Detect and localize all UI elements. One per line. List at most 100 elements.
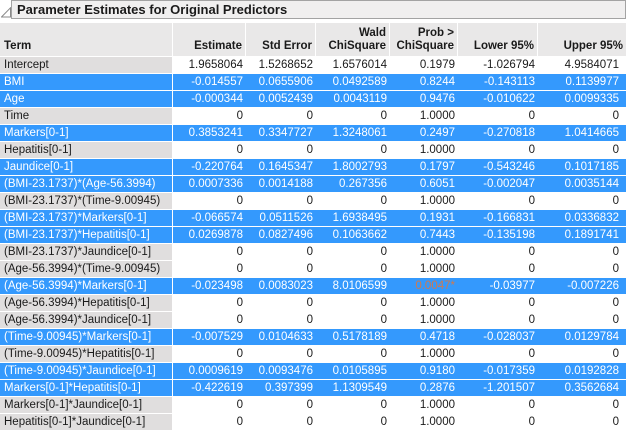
term-cell: (BMI-23.1737)*Jaundice[0-1] <box>0 244 173 261</box>
lower-95-cell: -0.002047 <box>458 176 538 193</box>
table-row[interactable]: (Time-9.00945)*Markers[0-1] -0.007529 0.01… <box>0 329 626 346</box>
table-row[interactable]: (BMI-23.1737)*(Age-56.3994) 0.0007336 0.00… <box>0 176 626 193</box>
table-row[interactable]: BMI -0.014557 0.0655906 0.0492589 0.8244 -0.1… <box>0 74 626 91</box>
prob-chisquare-cell: 1.0000 <box>390 414 458 431</box>
lower-95-cell: -0.017359 <box>458 363 538 380</box>
term-cell: (Age-56.3994)*Markers[0-1] <box>0 278 173 295</box>
term-cell: Jaundice[0-1] <box>0 159 173 176</box>
upper-95-cell: 0.0192828 <box>538 363 626 380</box>
lower-95-cell: 0 <box>458 193 538 210</box>
col-header-estimate[interactable]: Estimate <box>173 23 246 57</box>
wald-chisquare-cell: 1.6938495 <box>316 210 390 227</box>
estimate-cell: -0.000344 <box>173 91 246 108</box>
col-header-prob-chisquare[interactable]: Prob > ChiSquare <box>390 23 458 57</box>
prob-chisquare-cell: 0.1979 <box>390 57 458 74</box>
std-error-cell: 0.0052439 <box>246 91 316 108</box>
term-cell: Intercept <box>0 57 173 74</box>
wald-chisquare-cell: 0 <box>316 193 390 210</box>
table-row[interactable]: Intercept 1.9658064 1.5268652 1.6576014 0.19… <box>0 57 626 74</box>
lower-95-cell: -0.270818 <box>458 125 538 142</box>
upper-95-cell: 0 <box>538 244 626 261</box>
table-row[interactable]: Markers[0-1]*Hepatitis[0-1] -0.422619 0.39… <box>0 380 626 397</box>
col-header-std-error[interactable]: Std Error <box>246 23 316 57</box>
table-row[interactable]: (BMI-23.1737)*Hepatitis[0-1] 0.0269878 0.0… <box>0 227 626 244</box>
table-row[interactable]: (BMI-23.1737)*(Time-9.00945) 0 0 0 1.0000 0 0 <box>0 193 626 210</box>
disclosure-triangle-icon[interactable] <box>0 5 11 18</box>
estimate-cell: 0 <box>173 193 246 210</box>
lower-95-cell: -1.201507 <box>458 380 538 397</box>
lower-95-cell: 0 <box>458 142 538 159</box>
table-row[interactable]: Age -0.000344 0.0052439 0.0043119 0.9476 -0.0… <box>0 91 626 108</box>
term-cell: (Time-9.00945)*Markers[0-1] <box>0 329 173 346</box>
wald-chisquare-cell: 0.0105895 <box>316 363 390 380</box>
estimate-cell: -0.422619 <box>173 380 246 397</box>
std-error-cell: 0.0655906 <box>246 74 316 91</box>
table-row[interactable]: (Age-56.3994)*Jaundice[0-1] 0 0 0 1.0000 0 0 <box>0 312 626 329</box>
upper-95-cell: 0.0336832 <box>538 210 626 227</box>
lower-95-cell: 0 <box>458 346 538 363</box>
lower-95-cell: -0.028037 <box>458 329 538 346</box>
lower-95-cell: 0 <box>458 312 538 329</box>
wald-chisquare-cell: 0 <box>316 312 390 329</box>
estimate-cell: 0.0269878 <box>173 227 246 244</box>
table-row[interactable]: Time 0 0 0 1.0000 0 0 <box>0 108 626 125</box>
wald-chisquare-cell: 0 <box>316 142 390 159</box>
col-header-upper-95[interactable]: Upper 95% <box>538 23 626 57</box>
wald-chisquare-cell: 0 <box>316 397 390 414</box>
std-error-cell: 0 <box>246 295 316 312</box>
lower-95-cell: -0.010622 <box>458 91 538 108</box>
prob-chisquare-cell: 1.0000 <box>390 108 458 125</box>
std-error-cell: 0.0093476 <box>246 363 316 380</box>
wald-chisquare-cell: 0.267356 <box>316 176 390 193</box>
term-cell: BMI <box>0 74 173 91</box>
table-row[interactable]: Jaundice[0-1] -0.220764 0.1645347 1.8002793… <box>0 159 626 176</box>
term-cell: (BMI-23.1737)*(Time-9.00945) <box>0 193 173 210</box>
term-cell: Markers[0-1]*Hepatitis[0-1] <box>0 380 173 397</box>
prob-chisquare-cell: 1.0000 <box>390 244 458 261</box>
wald-chisquare-cell: 0 <box>316 295 390 312</box>
wald-chisquare-cell: 0 <box>316 261 390 278</box>
table-row[interactable]: (Age-56.3994)*Hepatitis[0-1] 0 0 0 1.0000 0 0 <box>0 295 626 312</box>
upper-95-cell: 0.1139977 <box>538 74 626 91</box>
wald-chisquare-cell: 0.0492589 <box>316 74 390 91</box>
upper-95-cell: 0 <box>538 261 626 278</box>
upper-95-cell: 0.1891741 <box>538 227 626 244</box>
term-cell: Markers[0-1] <box>0 125 173 142</box>
lower-95-cell: 0 <box>458 397 538 414</box>
upper-95-cell: 0 <box>538 397 626 414</box>
wald-chisquare-cell: 1.6576014 <box>316 57 390 74</box>
upper-95-cell: 0.0129784 <box>538 329 626 346</box>
lower-95-cell: -0.135198 <box>458 227 538 244</box>
col-header-wald-chisquare[interactable]: Wald ChiSquare <box>316 23 390 57</box>
term-cell: Time <box>0 108 173 125</box>
col-header-term[interactable]: Term <box>0 23 173 57</box>
table-row[interactable]: (Time-9.00945)*Jaundice[0-1] 0.0009619 0.0… <box>0 363 626 380</box>
table-row[interactable]: (Time-9.00945)*Hepatitis[0-1] 0 0 0 1.0000 0 0 <box>0 346 626 363</box>
prob-chisquare-cell: 0.9476 <box>390 91 458 108</box>
upper-95-cell: 1.0414665 <box>538 125 626 142</box>
report-title-box[interactable]: Parameter Estimates for Original Predict… <box>11 0 626 19</box>
table-row[interactable]: (Age-56.3994)*Markers[0-1] -0.023498 0.008… <box>0 278 626 295</box>
table-row[interactable]: (BMI-23.1737)*Jaundice[0-1] 0 0 0 1.0000 0 0 <box>0 244 626 261</box>
wald-chisquare-cell: 0.1063662 <box>316 227 390 244</box>
table-row[interactable]: Hepatitis[0-1] 0 0 0 1.0000 0 0 <box>0 142 626 159</box>
estimate-cell: 0 <box>173 261 246 278</box>
wald-chisquare-cell: 1.1309549 <box>316 380 390 397</box>
std-error-cell: 0 <box>246 108 316 125</box>
table-row[interactable]: Hepatitis[0-1]*Jaundice[0-1] 0 0 0 1.0000 0 0 <box>0 414 626 431</box>
table-row[interactable]: Markers[0-1]*Jaundice[0-1] 0 0 0 1.0000 0 0 <box>0 397 626 414</box>
upper-95-cell: 0 <box>538 142 626 159</box>
table-row[interactable]: Markers[0-1] 0.3853241 0.3347727 1.3248061 0… <box>0 125 626 142</box>
term-cell: (BMI-23.1737)*Hepatitis[0-1] <box>0 227 173 244</box>
term-cell: (BMI-23.1737)*Markers[0-1] <box>0 210 173 227</box>
prob-chisquare-cell: 0.8244 <box>390 74 458 91</box>
std-error-cell: 0 <box>246 193 316 210</box>
table-row[interactable]: (Age-56.3994)*(Time-9.00945) 0 0 0 1.0000 0 0 <box>0 261 626 278</box>
col-header-lower-95[interactable]: Lower 95% <box>458 23 538 57</box>
table-row[interactable]: (BMI-23.1737)*Markers[0-1] -0.066574 0.051… <box>0 210 626 227</box>
wald-chisquare-cell: 8.0106599 <box>316 278 390 295</box>
std-error-cell: 0.397399 <box>246 380 316 397</box>
estimate-cell: 0 <box>173 397 246 414</box>
upper-95-cell: 0 <box>538 108 626 125</box>
std-error-cell: 0.1645347 <box>246 159 316 176</box>
